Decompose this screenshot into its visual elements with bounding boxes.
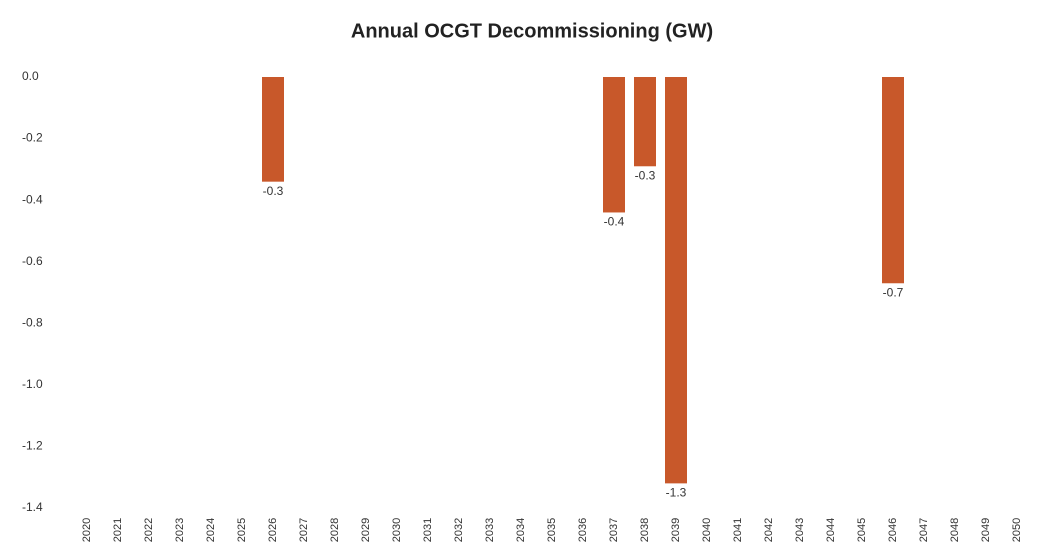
x-tick-label: 2043 xyxy=(794,518,806,542)
y-tick-label: -1.4 xyxy=(22,500,43,514)
x-tick-label: 2038 xyxy=(639,518,651,542)
bar xyxy=(262,77,284,182)
y-tick-label: -0.4 xyxy=(22,192,43,206)
x-tick-label: 2049 xyxy=(980,518,992,542)
x-tick-label: 2044 xyxy=(825,518,837,542)
x-tick-label: 2029 xyxy=(360,518,372,542)
x-tick-label: 2041 xyxy=(732,518,744,542)
x-tick-label: 2032 xyxy=(453,518,465,542)
x-tick-label: 2048 xyxy=(949,518,961,542)
x-tick-label: 2046 xyxy=(887,518,899,542)
y-tick-label: -0.2 xyxy=(22,131,43,145)
x-tick-label: 2023 xyxy=(174,518,186,542)
x-tick-label: 2037 xyxy=(608,518,620,542)
data-label: -0.3 xyxy=(635,168,656,182)
x-tick-label: 2034 xyxy=(515,518,527,542)
bar xyxy=(603,77,625,213)
x-tick-label: 2039 xyxy=(670,518,682,542)
data-label: -0.7 xyxy=(883,285,904,299)
y-tick-label: 0.0 xyxy=(22,69,39,83)
x-tick-label: 2026 xyxy=(267,518,279,542)
bar xyxy=(665,77,687,484)
chart-title: Annual OCGT Decommissioning (GW) xyxy=(351,20,713,42)
x-tick-label: 2021 xyxy=(112,518,124,542)
x-tick-label: 2024 xyxy=(205,518,217,542)
x-tick-label: 2025 xyxy=(236,518,248,542)
x-tick-label: 2033 xyxy=(484,518,496,542)
x-tick-label: 2022 xyxy=(143,518,155,542)
x-tick-label: 2020 xyxy=(81,518,93,542)
y-tick-label: -1.0 xyxy=(22,377,43,391)
data-label: -1.3 xyxy=(666,486,687,500)
x-tick-label: 2028 xyxy=(329,518,341,542)
y-tick-label: -0.8 xyxy=(22,315,43,329)
x-tick-label: 2031 xyxy=(422,518,434,542)
y-tick-label: -0.6 xyxy=(22,254,43,268)
data-label: -0.4 xyxy=(604,215,625,229)
y-tick-label: -1.2 xyxy=(22,439,43,453)
x-tick-label: 2036 xyxy=(577,518,589,542)
x-tick-label: 2027 xyxy=(298,518,310,542)
x-tick-label: 2045 xyxy=(856,518,868,542)
x-tick-label: 2042 xyxy=(763,518,775,542)
bar xyxy=(882,77,904,284)
bar xyxy=(634,77,656,167)
x-tick-label: 2030 xyxy=(391,518,403,542)
x-tick-label: 2035 xyxy=(546,518,558,542)
x-tick-label: 2050 xyxy=(1011,518,1023,542)
data-label: -0.3 xyxy=(263,184,284,198)
x-tick-label: 2047 xyxy=(918,518,930,542)
x-tick-label: 2040 xyxy=(701,518,713,542)
